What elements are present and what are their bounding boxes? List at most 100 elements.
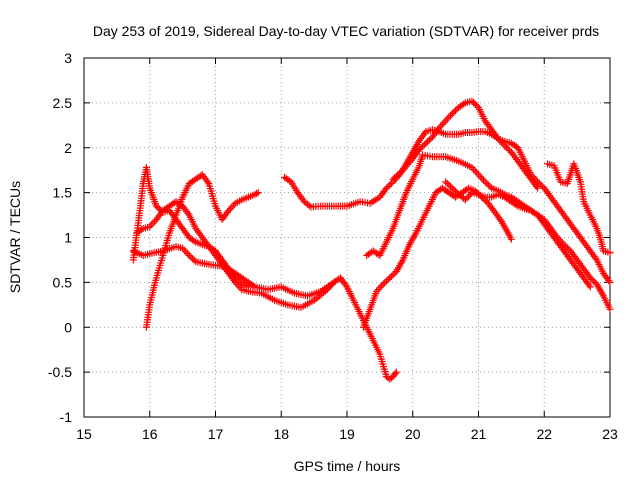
x-tick-label: 23 — [602, 426, 618, 442]
data-point — [481, 178, 489, 186]
data-point — [447, 183, 455, 191]
data-point — [228, 203, 236, 211]
y-tick-label: -0.5 — [48, 364, 72, 380]
data-point — [236, 279, 244, 287]
data-point — [471, 100, 479, 108]
data-point — [563, 244, 571, 252]
data-point — [253, 190, 261, 198]
data-point — [188, 255, 196, 263]
x-tick-label: 16 — [142, 426, 158, 442]
data-point — [606, 278, 614, 286]
series-track-j — [544, 160, 614, 257]
data-point — [504, 145, 512, 153]
y-tick-label: 3 — [64, 50, 72, 66]
data-point — [463, 194, 471, 202]
data-point — [391, 269, 399, 277]
data-point — [254, 189, 262, 197]
x-tick-label: 22 — [536, 426, 552, 442]
data-point — [478, 174, 486, 182]
x-tick-label: 17 — [208, 426, 224, 442]
series-track-g — [359, 184, 515, 331]
data-point — [330, 278, 338, 286]
data-point — [473, 102, 481, 110]
data-point — [182, 248, 190, 256]
data-point — [539, 183, 547, 191]
data-point — [470, 99, 478, 107]
data-point — [451, 187, 459, 195]
data-point — [450, 108, 458, 116]
data-point — [606, 305, 614, 313]
data-point — [451, 107, 459, 115]
data-point — [335, 275, 343, 283]
chart-title: Day 253 of 2019, Sidereal Day-to-day VTE… — [93, 23, 599, 39]
data-point — [438, 120, 446, 128]
data-point — [427, 135, 435, 143]
data-point — [586, 283, 594, 291]
series-track-b — [142, 171, 262, 331]
data-point — [415, 146, 423, 154]
data-point — [391, 174, 399, 182]
data-point — [389, 175, 397, 183]
data-point — [424, 138, 432, 146]
data-point — [231, 274, 239, 282]
data-point — [387, 179, 395, 187]
data-points — [129, 97, 614, 383]
data-point — [588, 275, 596, 283]
data-point — [392, 172, 400, 180]
y-tick-label: 1.5 — [53, 185, 73, 201]
data-point — [187, 253, 195, 261]
data-point — [384, 275, 392, 283]
data-point — [606, 249, 614, 257]
data-point — [190, 256, 198, 264]
data-point — [285, 177, 293, 185]
data-point — [244, 283, 252, 291]
data-point — [448, 110, 456, 118]
data-point — [386, 274, 394, 282]
data-point — [443, 115, 451, 123]
data-point — [152, 202, 160, 210]
data-point — [422, 139, 430, 147]
grid-lines — [84, 58, 610, 417]
data-point — [249, 282, 257, 290]
data-point — [157, 207, 165, 215]
data-point — [389, 271, 397, 279]
data-point — [484, 181, 492, 189]
y-axis-label: SDTVAR / TECUs — [7, 181, 23, 293]
data-point — [387, 272, 395, 280]
series-track-a — [129, 242, 400, 383]
data-point — [392, 368, 400, 376]
data-point — [382, 277, 390, 285]
data-point — [235, 277, 243, 285]
data-point — [483, 179, 491, 187]
data-point — [442, 178, 450, 186]
data-point — [396, 169, 404, 177]
y-tick-label: 0.5 — [53, 274, 73, 290]
data-point — [386, 181, 394, 189]
data-point — [197, 172, 205, 180]
data-point — [382, 184, 390, 192]
data-point — [537, 181, 545, 189]
data-point — [506, 147, 514, 155]
y-tick-label: -1 — [60, 409, 73, 425]
data-point — [305, 202, 313, 210]
data-point — [448, 184, 456, 192]
data-point — [512, 201, 520, 209]
data-point — [565, 245, 573, 253]
data-point — [473, 169, 481, 177]
data-point — [394, 171, 402, 179]
data-point — [440, 119, 448, 127]
data-point — [442, 117, 450, 125]
y-tick-label: 1 — [64, 230, 72, 246]
x-tick-label: 15 — [76, 426, 92, 442]
x-tick-label: 19 — [339, 426, 355, 442]
data-point — [501, 142, 509, 150]
data-point — [460, 100, 468, 108]
data-point — [486, 183, 494, 191]
data-point — [184, 250, 192, 258]
data-point — [591, 279, 599, 287]
data-point — [507, 235, 515, 243]
data-point — [450, 186, 458, 194]
data-point — [420, 141, 428, 149]
data-point — [475, 171, 482, 179]
data-point — [502, 144, 510, 152]
